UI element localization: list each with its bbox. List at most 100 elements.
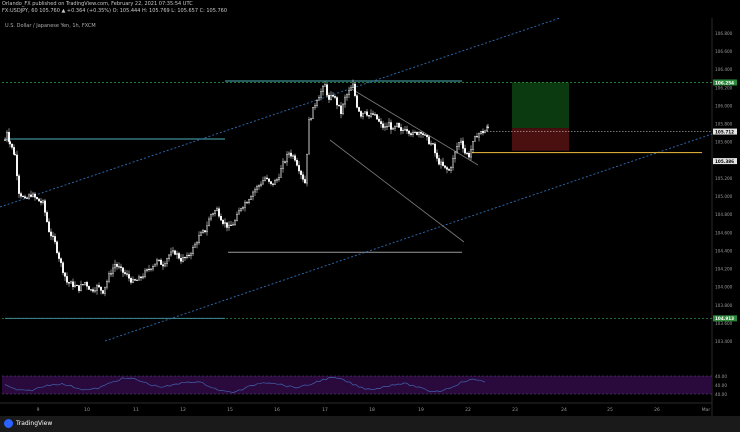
price-label: 105.386 bbox=[715, 159, 734, 164]
candle-body bbox=[474, 136, 477, 142]
candle-body bbox=[302, 174, 305, 180]
candle-body bbox=[470, 149, 473, 158]
candle-body bbox=[448, 169, 451, 171]
candle-body bbox=[12, 147, 15, 155]
candle-body bbox=[56, 241, 59, 253]
x-tick-label: 16 bbox=[274, 407, 280, 413]
candle-body bbox=[115, 264, 118, 267]
candle-body bbox=[99, 286, 102, 291]
candle-body bbox=[298, 165, 301, 172]
y-tick-label: 105.800 bbox=[715, 122, 733, 127]
candle-body bbox=[36, 197, 39, 200]
candle-body bbox=[105, 281, 108, 288]
candle-body bbox=[239, 208, 242, 211]
candle-body bbox=[308, 119, 311, 155]
candle-body bbox=[60, 258, 63, 263]
y-tick-label: 106.000 bbox=[715, 103, 733, 108]
candle-body bbox=[438, 158, 441, 165]
candle-body bbox=[221, 219, 224, 224]
candle-body bbox=[165, 258, 168, 264]
candle-body bbox=[13, 154, 16, 156]
candle-body bbox=[205, 225, 208, 233]
x-tick-label: 26 bbox=[654, 407, 660, 413]
brand-label: TradingView bbox=[16, 420, 53, 427]
candle-body bbox=[34, 193, 37, 198]
candle-body bbox=[169, 251, 172, 256]
candle-body bbox=[328, 95, 331, 100]
tradingview-brand[interactable]: TradingView bbox=[4, 419, 52, 428]
candle-body bbox=[183, 257, 186, 259]
candle-body bbox=[408, 130, 411, 134]
candle-body bbox=[193, 243, 196, 248]
candle-body bbox=[229, 224, 232, 226]
candle-body bbox=[340, 105, 343, 114]
x-tick-label: 24 bbox=[561, 407, 567, 413]
candle-body bbox=[42, 200, 45, 203]
candle-body bbox=[22, 196, 25, 198]
tradingview-logo-icon bbox=[4, 419, 13, 428]
candle-body bbox=[478, 133, 481, 138]
candle-body bbox=[454, 151, 457, 159]
candle-body bbox=[262, 180, 265, 185]
y-tick-label: 106.600 bbox=[715, 49, 733, 54]
candle-body bbox=[7, 132, 10, 142]
candle-body bbox=[394, 126, 397, 129]
candle-body bbox=[484, 130, 487, 134]
candle-body bbox=[133, 279, 136, 281]
candle-body bbox=[342, 103, 345, 114]
price-label-box bbox=[713, 158, 737, 165]
candle-body bbox=[336, 97, 339, 106]
candle-body bbox=[30, 194, 33, 197]
candle-body bbox=[260, 183, 263, 186]
footer-bar bbox=[0, 416, 740, 432]
candle-body bbox=[318, 97, 321, 101]
candle-body bbox=[231, 224, 234, 226]
candle-body bbox=[446, 167, 449, 170]
candle-body bbox=[209, 214, 212, 220]
candle-body bbox=[356, 95, 359, 108]
candle-body bbox=[278, 177, 281, 180]
candle-body bbox=[71, 281, 74, 287]
candle-body bbox=[374, 114, 377, 116]
candle-body bbox=[390, 122, 393, 130]
candle-body bbox=[65, 276, 68, 283]
candle-body bbox=[346, 94, 349, 98]
candle-body bbox=[173, 250, 176, 255]
candle-body bbox=[324, 84, 327, 87]
candle-body bbox=[245, 202, 248, 204]
candle-body bbox=[161, 264, 164, 267]
candle-body bbox=[52, 235, 55, 237]
symbol-ohlc-line: FX:USDJPY, 60 105.760 ▲ +0.364 (+0.35%) … bbox=[2, 8, 228, 14]
candle-body bbox=[81, 284, 84, 286]
candle-body bbox=[50, 231, 53, 237]
candle-body bbox=[20, 193, 23, 197]
candle-body bbox=[151, 266, 154, 270]
candle-body bbox=[466, 152, 469, 154]
candle-body bbox=[396, 122, 399, 127]
candle-body bbox=[404, 129, 407, 131]
candle-body bbox=[79, 284, 82, 291]
candle-body bbox=[87, 286, 90, 290]
candle-body bbox=[426, 134, 429, 138]
candle-body bbox=[5, 132, 8, 141]
candle-body bbox=[8, 141, 11, 145]
price-label-box bbox=[713, 79, 737, 86]
candle-body bbox=[44, 200, 47, 213]
candle-body bbox=[219, 216, 222, 221]
candle-body bbox=[378, 118, 381, 122]
candle-body bbox=[237, 210, 240, 215]
descending-channel-upper bbox=[349, 87, 479, 166]
candle-body bbox=[26, 197, 29, 199]
candle-body bbox=[270, 181, 273, 184]
candle-body bbox=[18, 175, 21, 194]
candle-body bbox=[77, 285, 80, 291]
y-tick-label: 105.000 bbox=[715, 194, 733, 199]
x-tick-label: 15 bbox=[227, 407, 233, 413]
candle-body bbox=[38, 198, 41, 202]
candle-body bbox=[440, 161, 443, 165]
candle-body bbox=[235, 213, 238, 221]
candle-body bbox=[460, 140, 463, 143]
candle-body bbox=[330, 95, 333, 100]
candle-body bbox=[400, 127, 403, 131]
